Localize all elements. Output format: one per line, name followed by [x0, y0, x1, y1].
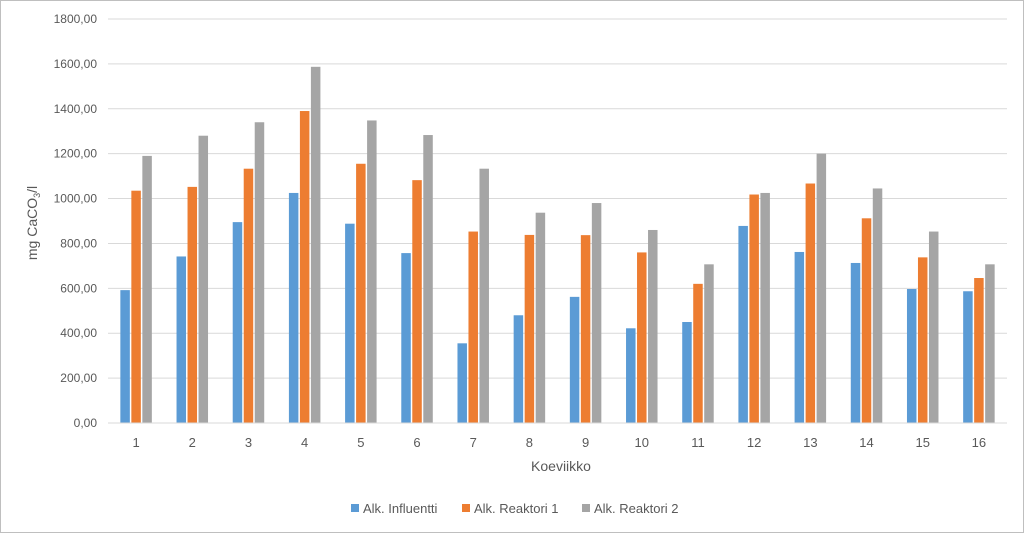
y-tick-label: 800,00 [60, 236, 97, 250]
bar [468, 231, 478, 423]
x-tick-label: 9 [582, 435, 589, 450]
y-tick-label: 0,00 [74, 416, 98, 430]
bar [131, 190, 141, 423]
x-tick-label: 14 [859, 435, 873, 450]
x-tick-label: 16 [972, 435, 986, 450]
legend-label: Alk. Reaktori 1 [474, 501, 559, 516]
bar [928, 231, 939, 423]
y-axis-label-suffix: /l [24, 186, 40, 193]
legend-swatch [582, 504, 590, 512]
bar [872, 188, 883, 423]
legend-swatch [462, 504, 470, 512]
bar [479, 168, 489, 423]
bar [457, 343, 467, 423]
x-tick-label: 2 [189, 435, 196, 450]
y-axis-label-main: mg CaCO [24, 198, 40, 260]
bar [423, 135, 433, 423]
x-tick-label: 6 [413, 435, 420, 450]
bar [637, 252, 647, 423]
y-tick-label: 1800,00 [54, 12, 98, 26]
bar [243, 168, 254, 423]
bar [816, 153, 827, 423]
bar [794, 251, 805, 423]
legend-label: Alk. Reaktori 2 [594, 501, 679, 516]
bar [704, 264, 714, 423]
x-tick-label: 11 [691, 435, 705, 450]
bar [142, 155, 152, 423]
bar [120, 290, 130, 423]
bar [693, 283, 703, 423]
bar [345, 223, 355, 423]
bar [535, 212, 546, 423]
x-tick-label: 13 [803, 435, 817, 450]
y-axis-label-subscript: 3 [32, 193, 42, 198]
y-tick-label: 1200,00 [54, 147, 98, 161]
bar [232, 222, 243, 423]
x-axis-ticks: 1 2 3 4 5 6 7 8 9 10 11 12 13 14 15 16 [132, 435, 986, 450]
bar [805, 183, 816, 423]
bar [682, 322, 692, 423]
bar [513, 315, 524, 423]
bar [963, 291, 973, 423]
y-tick-label: 600,00 [60, 281, 97, 295]
bar [412, 180, 422, 423]
bar [648, 229, 658, 423]
gridlines [108, 18, 1007, 379]
bar [198, 135, 209, 423]
y-tick-label: 200,00 [60, 371, 97, 385]
x-tick-label: 1 [132, 435, 139, 450]
y-axis-ticks: 0,00 200,00 400,00 600,00 800,00 1000,00 1200,… [54, 12, 98, 430]
y-axis-label: mg CaCO3/l [24, 186, 42, 260]
x-axis-label: Koeviikko [531, 458, 591, 474]
legend-label: Alk. Influentti [363, 501, 438, 516]
bar [310, 66, 321, 423]
bar [524, 234, 535, 423]
bar [401, 253, 411, 423]
bar [356, 163, 366, 423]
x-tick-label: 4 [301, 435, 308, 450]
bar [254, 122, 265, 423]
x-tick-label: 7 [470, 435, 477, 450]
x-tick-label: 3 [245, 435, 252, 450]
y-tick-label: 400,00 [60, 326, 97, 340]
bar [569, 296, 580, 423]
bar [288, 192, 299, 423]
bar [906, 289, 917, 423]
bar [580, 235, 591, 423]
legend-swatch [351, 504, 359, 512]
bars [120, 66, 995, 424]
bar [974, 278, 984, 423]
bar [626, 328, 636, 423]
bar [749, 194, 759, 423]
bar [176, 256, 187, 423]
bar [850, 262, 861, 423]
y-tick-label: 1400,00 [54, 102, 98, 116]
x-tick-label: 10 [635, 435, 649, 450]
y-tick-label: 1600,00 [54, 57, 98, 71]
x-tick-label: 15 [915, 435, 929, 450]
bar [591, 203, 602, 423]
bar [367, 120, 377, 424]
bar [299, 111, 310, 424]
bar [760, 192, 770, 423]
y-tick-label: 1000,00 [54, 192, 98, 206]
bar [985, 264, 995, 423]
x-tick-label: 12 [747, 435, 761, 450]
bar [861, 218, 872, 423]
x-tick-label: 8 [526, 435, 533, 450]
bar [738, 225, 748, 423]
legend: Alk. Influentti Alk. Reaktori 1 Alk. Reakt… [351, 501, 679, 516]
bar [917, 257, 928, 423]
bar [187, 186, 198, 423]
x-tick-label: 5 [357, 435, 364, 450]
